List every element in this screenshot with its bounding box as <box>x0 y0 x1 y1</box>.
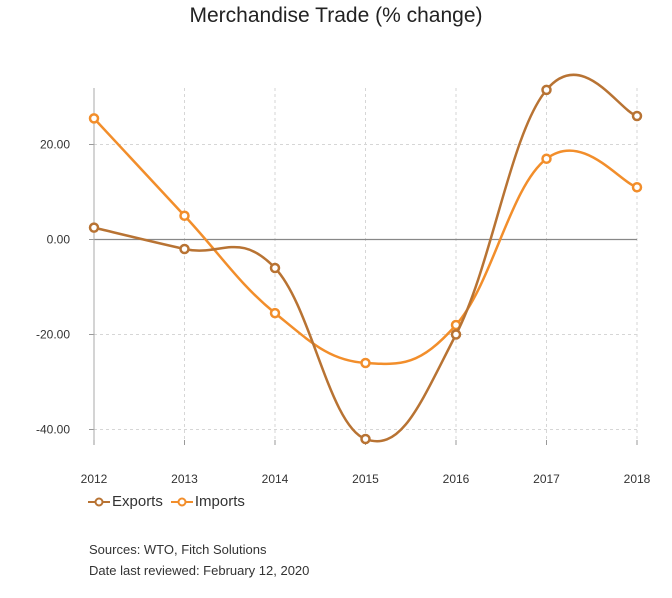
tick-labels: 2012 2013 2014 2015 2016 2017 2018 20.00 0.00 -20… <box>36 138 651 487</box>
exports-point <box>360 433 371 445</box>
y-tick-label: 20.00 <box>40 138 70 152</box>
imports-point <box>179 210 190 221</box>
y-tick-label: -40.00 <box>36 423 70 437</box>
y-tick-label: -20.00 <box>36 328 70 342</box>
imports-point <box>541 153 552 164</box>
imports-point <box>631 182 643 193</box>
legend-item-imports[interactable]: Imports <box>170 493 245 510</box>
legend-item-exports[interactable]: Exports <box>88 493 163 510</box>
x-tick-label: 2013 <box>171 472 198 486</box>
legend: Exports Imports <box>88 493 253 510</box>
sources-note: Sources: WTO, Fitch Solutions Date last … <box>89 539 309 581</box>
legend-label-imports: Imports <box>194 493 245 510</box>
exports-point <box>450 329 462 340</box>
chart-title: Merchandise Trade (% change) <box>189 4 483 27</box>
x-tick-label: 2017 <box>533 472 560 486</box>
imports-point <box>269 307 281 319</box>
axes <box>89 88 638 445</box>
grid <box>93 88 638 440</box>
series <box>88 73 643 445</box>
y-tick-label: 0.00 <box>47 233 71 247</box>
x-tick-label: 2012 <box>81 472 108 486</box>
x-tick-label: 2016 <box>443 472 470 486</box>
date-reviewed-line: Date last reviewed: February 12, 2020 <box>89 563 310 578</box>
exports-point <box>631 110 643 122</box>
exports-point <box>88 222 100 233</box>
imports-legend-icon <box>170 497 193 506</box>
legend-label-exports: Exports <box>112 493 163 510</box>
x-tick-label: 2015 <box>352 472 379 486</box>
exports-point <box>269 262 281 274</box>
exports-point <box>541 84 552 96</box>
exports-legend-icon <box>88 497 110 506</box>
imports-point <box>88 113 100 124</box>
x-tick-label: 2018 <box>624 472 651 486</box>
sources-line: Sources: WTO, Fitch Solutions <box>89 542 267 557</box>
exports-point <box>179 243 190 255</box>
imports-point <box>360 357 371 369</box>
x-tick-label: 2014 <box>262 472 289 486</box>
